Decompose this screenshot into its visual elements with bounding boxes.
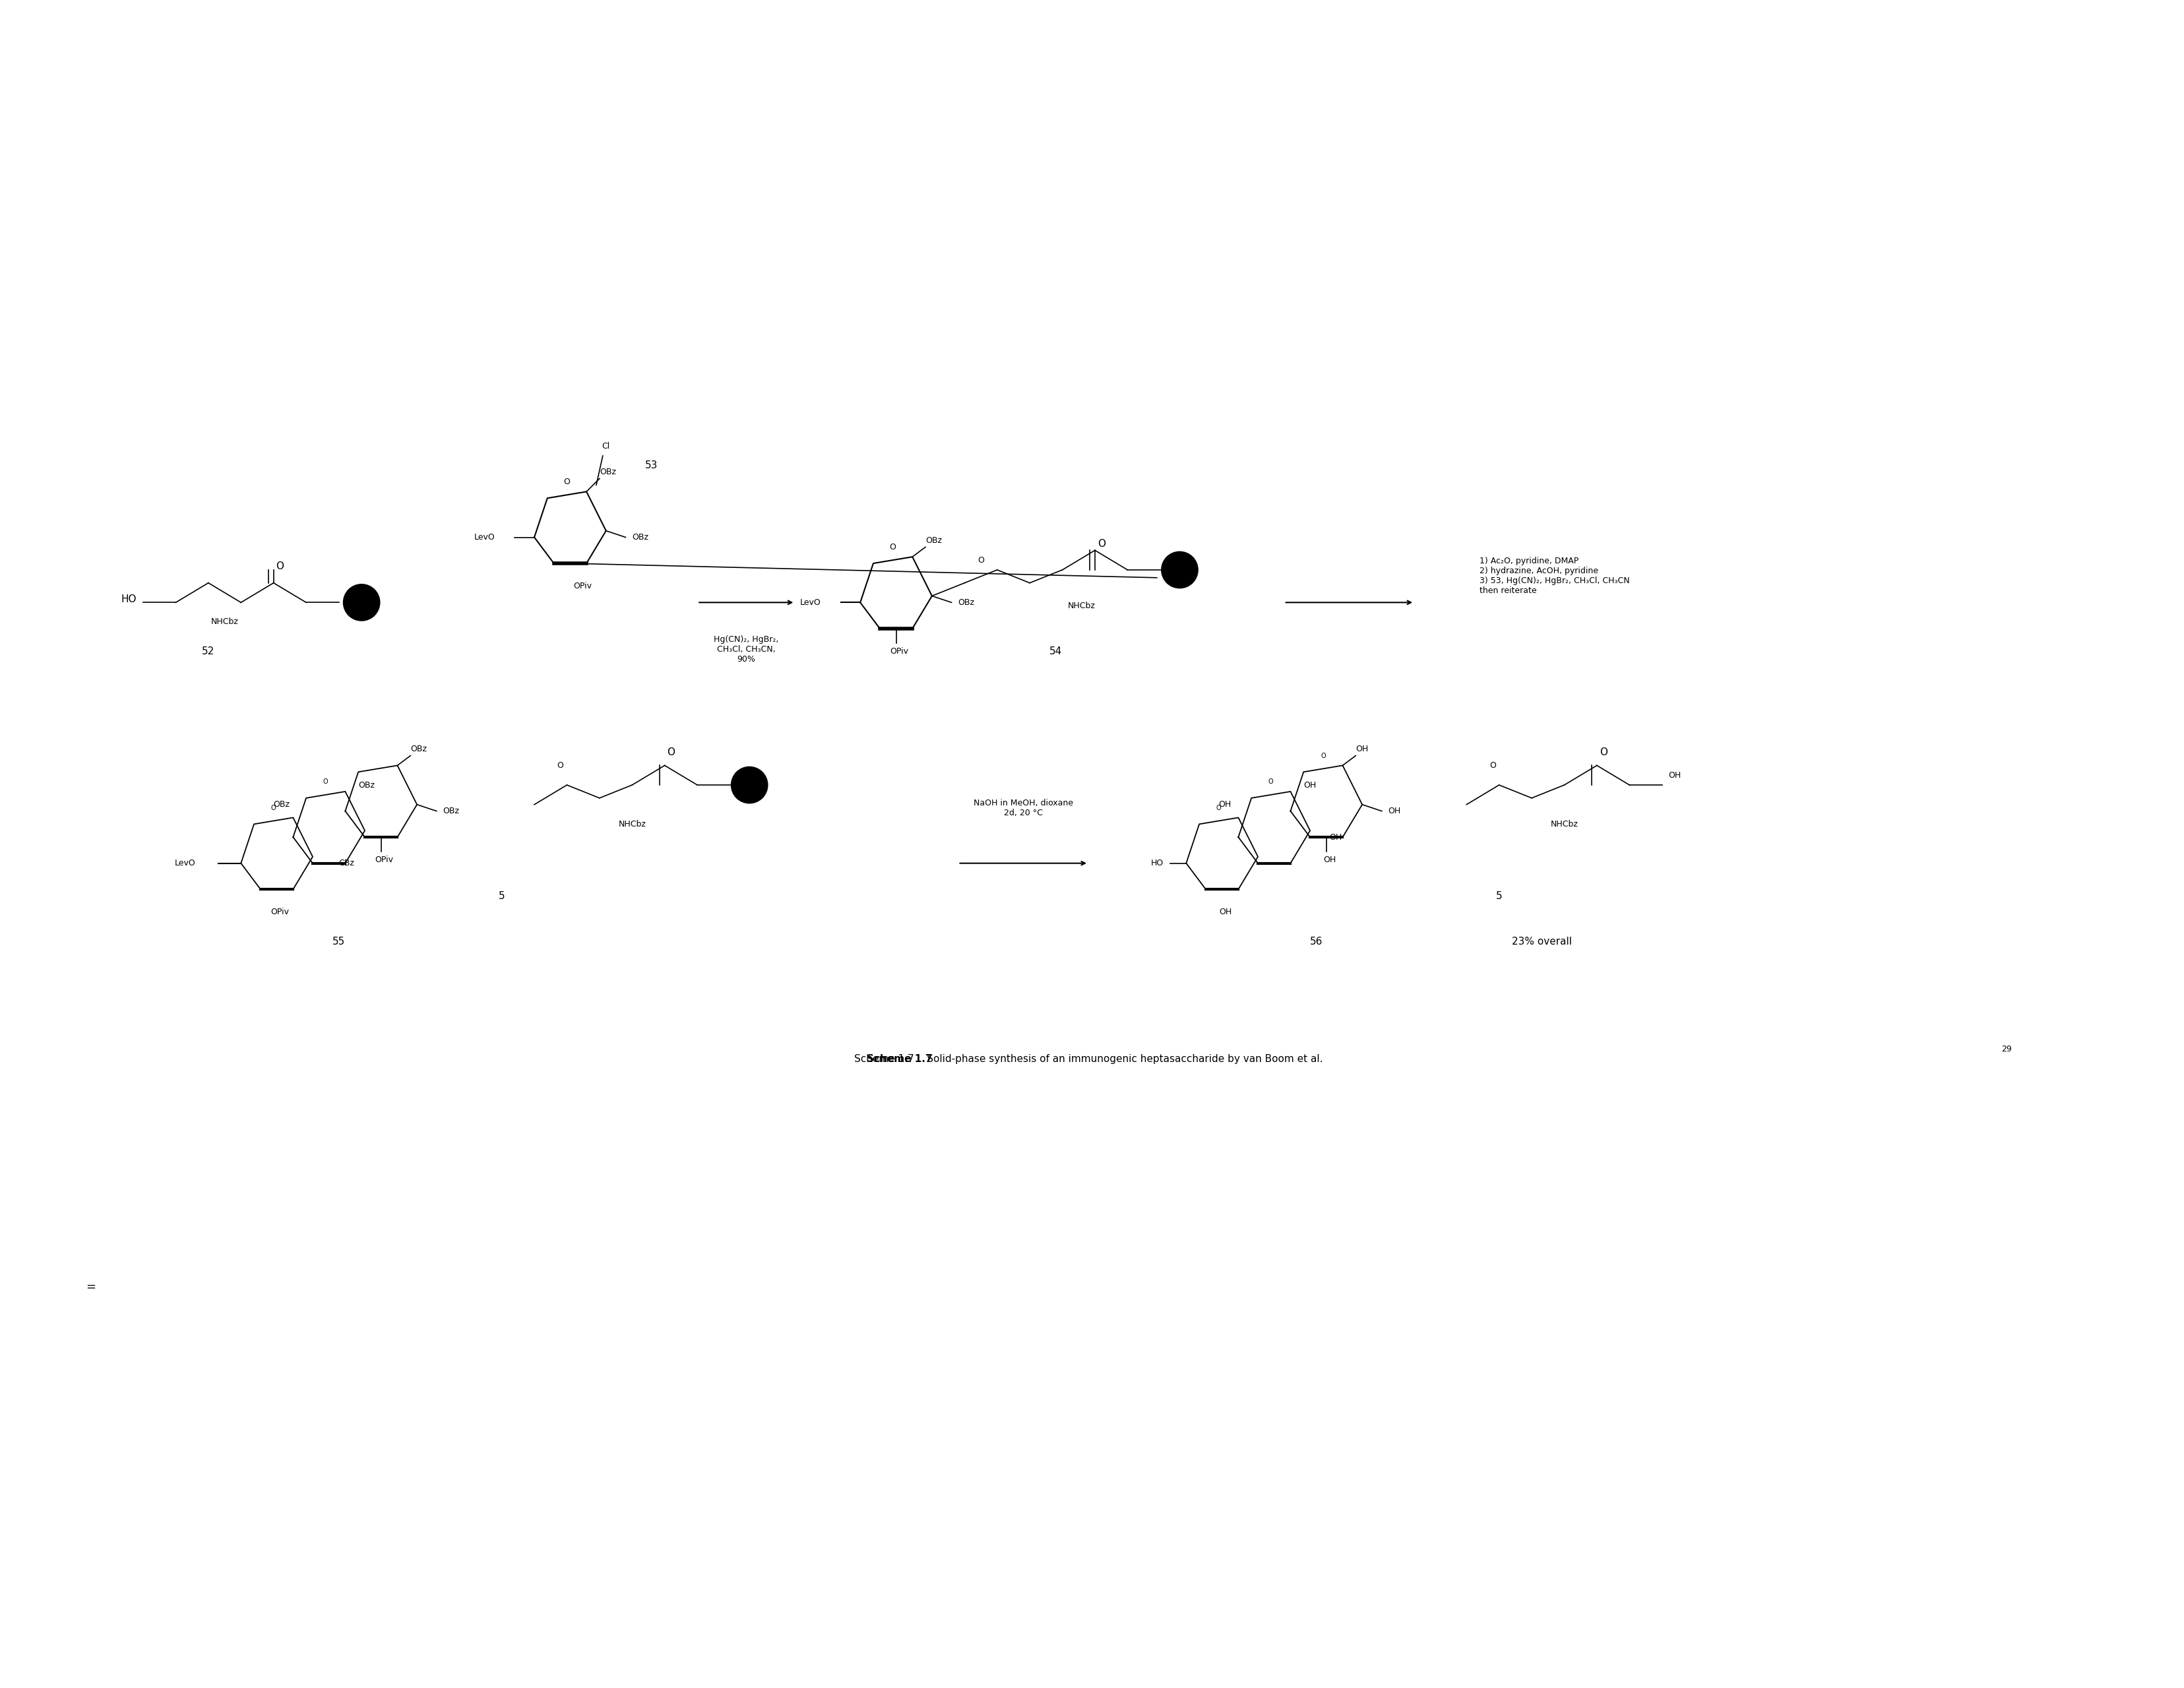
Text: O: O — [557, 761, 563, 770]
Text: Scheme 1.7: Scheme 1.7 — [867, 1053, 933, 1063]
Text: HO: HO — [1151, 859, 1164, 868]
Text: 56: 56 — [1310, 937, 1324, 947]
Text: 1) Ac₂O, pyridine, DMAP
2) hydrazine, AcOH, pyridine
3) 53, Hg(CN)₂, HgBr₂, CH₃C: 1) Ac₂O, pyridine, DMAP 2) hydrazine, Ac… — [1479, 557, 1629, 596]
Text: Scheme 1.7    Solid-phase synthesis of an immunogenic heptasaccharide by van Boo: Scheme 1.7 Solid-phase synthesis of an i… — [854, 1053, 1324, 1063]
Text: OH: OH — [1389, 807, 1400, 815]
Text: Hg(CN)₂, HgBr₂,
CH₃Cl, CH₃CN,
90%: Hg(CN)₂, HgBr₂, CH₃Cl, CH₃CN, 90% — [714, 635, 780, 663]
Text: O: O — [978, 555, 985, 564]
Text: 23% overall: 23% overall — [1511, 937, 1572, 947]
Text: O: O — [323, 778, 328, 785]
Text: NaOH in MeOH, dioxane
2d, 20 °C: NaOH in MeOH, dioxane 2d, 20 °C — [974, 798, 1072, 817]
Text: Cl: Cl — [603, 442, 609, 451]
Text: O: O — [563, 478, 570, 486]
Text: OPiv: OPiv — [574, 582, 592, 591]
Circle shape — [343, 584, 380, 621]
Text: OH: OH — [1356, 744, 1369, 753]
Text: OBz: OBz — [598, 468, 616, 476]
Text: 52: 52 — [201, 647, 214, 657]
Text: HO: HO — [120, 594, 138, 604]
Text: NHCbz: NHCbz — [1551, 820, 1579, 829]
Text: O: O — [1269, 778, 1273, 785]
Text: NHCbz: NHCbz — [212, 618, 238, 626]
Text: 53: 53 — [644, 461, 657, 471]
Text: 55: 55 — [332, 937, 345, 947]
Text: O: O — [668, 748, 675, 758]
Text: OPiv: OPiv — [376, 856, 393, 864]
Text: OBz: OBz — [631, 533, 649, 542]
Text: CBz: CBz — [339, 859, 354, 868]
Text: O: O — [1099, 538, 1105, 549]
Text: 5: 5 — [1496, 891, 1503, 901]
Text: OBz: OBz — [358, 782, 376, 790]
Text: 29: 29 — [2001, 1045, 2011, 1053]
Text: OH: OH — [1669, 771, 1682, 780]
Text: OPiv: OPiv — [271, 908, 288, 917]
Text: OPiv: OPiv — [891, 647, 909, 655]
Text: OBz: OBz — [959, 598, 974, 606]
Text: 54: 54 — [1051, 647, 1061, 657]
Text: OBz: OBz — [273, 800, 290, 809]
Text: OBz: OBz — [443, 807, 459, 815]
Text: NHCbz: NHCbz — [1068, 601, 1096, 609]
Text: LevO: LevO — [474, 533, 496, 542]
Text: O: O — [1216, 805, 1221, 812]
Text: NHCbz: NHCbz — [618, 820, 646, 829]
Text: OH: OH — [1330, 832, 1343, 841]
Text: OH: OH — [1219, 800, 1232, 809]
Circle shape — [1162, 552, 1199, 587]
Text: O: O — [1321, 753, 1326, 760]
Text: O: O — [1599, 748, 1607, 758]
Text: 5: 5 — [498, 891, 505, 901]
Text: O: O — [1489, 761, 1496, 770]
Text: =: = — [85, 1281, 96, 1293]
Text: LevO: LevO — [175, 859, 194, 868]
Text: OH: OH — [1324, 856, 1337, 864]
Text: OH: OH — [1219, 908, 1232, 917]
Text: OBz: OBz — [411, 744, 426, 753]
Text: LevO: LevO — [799, 598, 821, 606]
Text: O: O — [889, 544, 895, 552]
Text: O: O — [275, 562, 284, 572]
Circle shape — [732, 766, 769, 803]
Text: OBz: OBz — [926, 537, 941, 545]
Text: O: O — [271, 805, 275, 812]
Text: OH: OH — [1304, 782, 1317, 790]
